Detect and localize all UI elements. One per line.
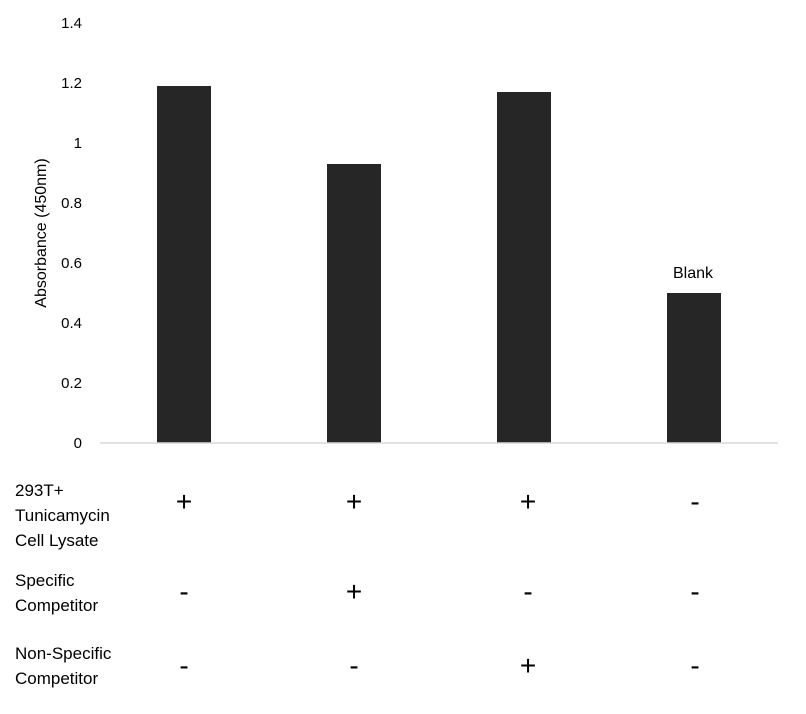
y-tick-label: 1 bbox=[74, 135, 82, 152]
condition-mark: - bbox=[179, 576, 188, 607]
condition-mark: - bbox=[349, 650, 358, 681]
y-tick-label: 0.6 bbox=[61, 255, 82, 272]
condition-mark: + bbox=[346, 486, 362, 517]
condition-label: Specific bbox=[15, 571, 75, 590]
bar-4 bbox=[667, 293, 721, 443]
condition-label: Competitor bbox=[15, 669, 98, 688]
condition-mark: - bbox=[690, 650, 699, 681]
y-tick-label: 0.2 bbox=[61, 375, 82, 392]
bar-2 bbox=[327, 164, 381, 443]
condition-label: Non-Specific bbox=[15, 644, 112, 663]
condition-mark: - bbox=[690, 486, 699, 517]
condition-label: Tunicamycin bbox=[15, 506, 110, 525]
condition-label: Competitor bbox=[15, 596, 98, 615]
bar-annotations: Blank bbox=[673, 265, 714, 282]
condition-mark: + bbox=[520, 486, 536, 517]
condition-label: Cell Lysate bbox=[15, 531, 98, 550]
y-tick-label: 1.4 bbox=[61, 15, 82, 32]
condition-label: 293T+ bbox=[15, 481, 64, 500]
y-tick-labels: 0 0.2 0.4 0.6 0.8 1 1.2 1.4 bbox=[61, 15, 82, 452]
bar-annotation: Blank bbox=[673, 265, 714, 282]
bar-3 bbox=[497, 92, 551, 443]
condition-mark: - bbox=[690, 576, 699, 607]
y-axis-label: Absorbance (450nm) bbox=[33, 158, 50, 307]
condition-mark: + bbox=[520, 650, 536, 681]
condition-mark: + bbox=[176, 486, 192, 517]
condition-mark: - bbox=[179, 650, 188, 681]
condition-table: 293T+ Tunicamycin Cell Lysate + + + - Specific C… bbox=[15, 481, 700, 688]
y-tick-label: 0 bbox=[74, 435, 82, 452]
y-tick-label: 0.4 bbox=[61, 315, 82, 332]
condition-mark: + bbox=[346, 576, 362, 607]
condition-mark: - bbox=[523, 576, 532, 607]
bar-1 bbox=[157, 86, 211, 443]
y-tick-label: 0.8 bbox=[61, 195, 82, 212]
bars-layer bbox=[157, 86, 721, 443]
y-tick-label: 1.2 bbox=[61, 75, 82, 92]
